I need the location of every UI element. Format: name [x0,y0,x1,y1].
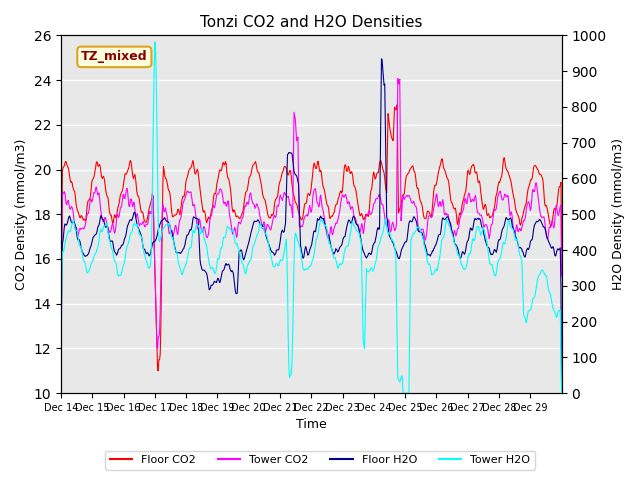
Legend: Floor CO2, Tower CO2, Floor H2O, Tower H2O: Floor CO2, Tower CO2, Floor H2O, Tower H… [105,451,535,469]
Y-axis label: CO2 Density (mmol/m3): CO2 Density (mmol/m3) [15,139,28,290]
Y-axis label: H2O Density (mmol/m3): H2O Density (mmol/m3) [612,138,625,290]
Title: Tonzi CO2 and H2O Densities: Tonzi CO2 and H2O Densities [200,15,422,30]
X-axis label: Time: Time [296,419,326,432]
Text: TZ_mixed: TZ_mixed [81,50,148,63]
